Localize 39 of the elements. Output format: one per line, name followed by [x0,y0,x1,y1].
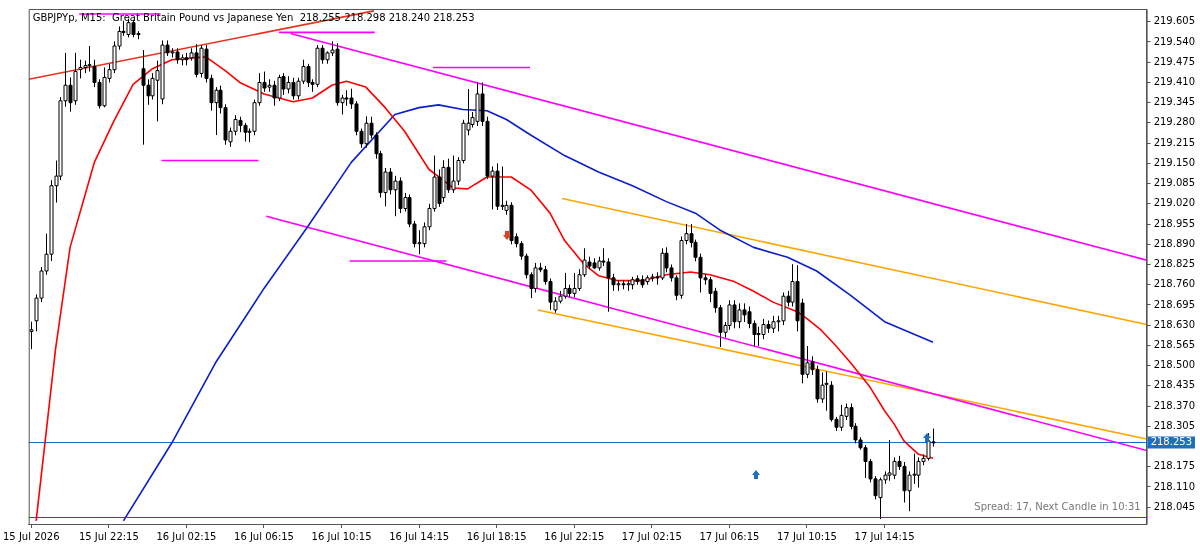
y-tick-label: 218.890 [1153,237,1196,249]
x-tick-label: 17 Jul 10:15 [776,530,837,542]
x-tick-label: 16 Jul 02:15 [156,530,217,542]
x-tick-label: 15 Jul 22:15 [78,530,139,542]
x-tick-label: 17 Jul 14:15 [854,530,915,542]
y-tick-label: 219.085 [1153,177,1196,189]
y-tick-label: 218.370 [1153,399,1196,411]
x-tick-label: 16 Jul 18:15 [466,530,527,542]
x-tick-label: 17 Jul 02:15 [621,530,682,542]
y-tick-label: 219.605 [1153,15,1196,27]
x-tick-label: 16 Jul 14:15 [389,530,450,542]
y-tick-label: 219.345 [1153,96,1196,108]
y-tick-label: 218.695 [1153,298,1196,310]
y-tick-label: 218.305 [1153,419,1196,431]
x-tick-label: 16 Jul 06:15 [234,530,294,542]
y-tick-label: 218.825 [1153,258,1196,270]
y-tick-label: 218.110 [1153,480,1196,492]
y-tick-label: 218.500 [1153,359,1196,371]
y-tick-label: 218.175 [1153,460,1196,472]
y-tick-label: 219.150 [1153,156,1196,168]
y-tick-label: 218.435 [1153,379,1196,391]
y-tick-label: 219.215 [1153,136,1196,148]
y-tick-label: 219.540 [1153,35,1196,47]
x-tick-label: 15 Jul 2026 [2,530,60,542]
x-tick-label: 16 Jul 22:15 [544,530,605,542]
y-tick-label: 218.955 [1153,217,1196,229]
x-tick-label: 16 Jul 10:15 [311,530,372,542]
x-tick-label: 17 Jul 06:15 [699,530,760,542]
y-tick-label: 218.760 [1153,278,1196,290]
y-tick-label: 219.280 [1153,116,1196,128]
annotation: Spread: 17, Next Candle in 10:31 [974,500,1141,512]
y-tick-label: 218.565 [1153,338,1196,350]
y-tick-label: 219.410 [1153,76,1196,88]
y-tick-label: 218.045 [1153,500,1196,512]
y-tick-label: 218.630 [1153,318,1196,330]
chart-title: GBPJPYp, M15: Great Britain Pound vs Japanese Yen 218.255 218.298 218.240 218.253 [32,11,475,23]
y-tick-label: 219.475 [1153,55,1196,67]
ref-line-label: 218.253 [1150,436,1193,448]
y-tick-label: 219.020 [1153,197,1196,209]
